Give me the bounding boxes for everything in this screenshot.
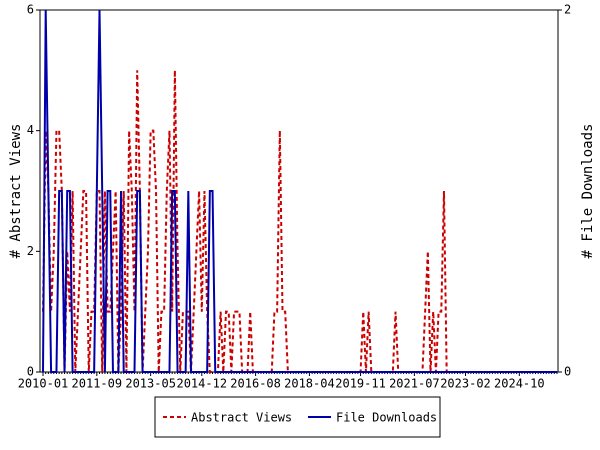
y-tick-label: 0: [27, 365, 34, 379]
y2-tick-label: 2: [564, 3, 571, 17]
y-tick-label: 6: [27, 3, 34, 17]
x-tick-label: 2018-04: [284, 377, 335, 391]
legend-label: File Downloads: [336, 411, 437, 425]
x-tick-label: 2011-09: [72, 377, 123, 391]
y-tick-label: 2: [27, 244, 34, 258]
x-tick-label: 2021-07: [389, 377, 440, 391]
y-tick-label: 4: [27, 123, 34, 137]
legend-label: Abstract Views: [191, 411, 292, 425]
x-tick-label: 2016-08: [230, 377, 281, 391]
plot-frame: [39, 9, 559, 373]
series-line: [42, 9, 557, 373]
y2-axis-title: # File Downloads: [580, 124, 596, 259]
y-axis-title: # Abstract Views: [8, 124, 24, 259]
x-tick-label: 2010-01: [18, 377, 69, 391]
x-tick-label: 2019-11: [335, 377, 386, 391]
x-tick-label: 2013-05: [125, 377, 176, 391]
x-tick-label: 2024-10: [494, 377, 545, 391]
x-tick-label: 2014-12: [176, 377, 227, 391]
y2-tick-label: 0: [564, 365, 571, 379]
legend: [154, 396, 441, 438]
x-tick-label: 2023-02: [440, 377, 491, 391]
